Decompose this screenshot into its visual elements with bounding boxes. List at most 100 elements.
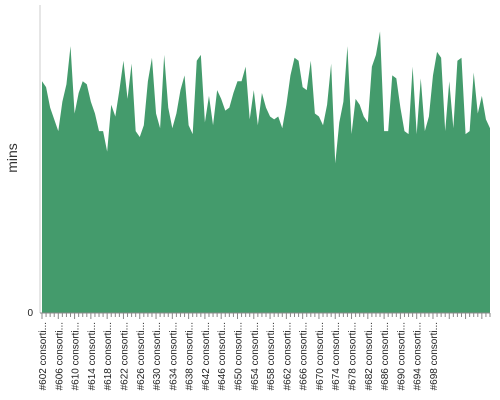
data-point (174, 112, 178, 116)
data-point (146, 79, 150, 83)
data-point (138, 135, 142, 139)
x-tick-label: #630 consorti... (152, 322, 163, 390)
data-point (126, 97, 130, 101)
x-tick-label: #610 consorti... (71, 322, 82, 390)
data-point (455, 59, 459, 63)
data-point (56, 129, 60, 133)
data-point (117, 88, 121, 92)
data-point (97, 129, 101, 133)
data-point (264, 106, 268, 110)
data-point (203, 120, 207, 124)
data-point (235, 79, 239, 83)
x-tick-label: #614 consorti... (87, 322, 98, 390)
data-point (366, 120, 370, 124)
data-point (268, 114, 272, 118)
data-point (142, 123, 146, 127)
data-point (183, 73, 187, 77)
x-tick-label: #694 consorti... (413, 322, 424, 390)
data-point (419, 76, 423, 80)
data-point (341, 100, 345, 104)
data-point (301, 85, 305, 89)
x-tick-label: #674 consorti... (331, 322, 342, 390)
data-point (134, 129, 138, 133)
data-point (443, 129, 447, 133)
x-tick-label: #638 consorti... (185, 322, 196, 390)
data-point (431, 73, 435, 77)
data-point (158, 126, 162, 130)
data-point (109, 103, 113, 107)
data-point (231, 91, 235, 95)
data-point (113, 114, 117, 118)
x-axis-ticks (41, 313, 491, 319)
y-axis-title: mins (4, 143, 20, 173)
data-point (333, 161, 337, 165)
x-tick-label: #686 consorti... (380, 322, 391, 390)
data-point (313, 112, 317, 116)
data-point (166, 106, 170, 110)
data-point (170, 126, 174, 130)
data-point (93, 112, 97, 116)
data-point (44, 85, 48, 89)
data-point (223, 109, 227, 113)
data-point (439, 56, 443, 60)
data-point (77, 91, 81, 95)
data-point (227, 106, 231, 110)
data-point (468, 129, 472, 133)
x-tick-label: #658 consorti... (266, 322, 277, 390)
data-point (40, 79, 44, 83)
data-point (215, 88, 219, 92)
area-series (40, 29, 490, 314)
data-point (337, 120, 341, 124)
data-point (484, 117, 488, 121)
data-point (386, 129, 390, 133)
data-point (89, 100, 93, 104)
data-point (272, 117, 276, 121)
data-point (199, 53, 203, 57)
x-tick-label: #626 consorti... (136, 322, 147, 390)
data-point (244, 65, 248, 69)
data-point (321, 123, 325, 127)
x-tick-label: #654 consorti... (250, 322, 261, 390)
data-point (459, 56, 463, 60)
data-point (293, 56, 297, 60)
data-point (435, 50, 439, 54)
data-point (354, 97, 358, 101)
data-point (48, 106, 52, 110)
x-tick-label: #650 consorti... (233, 322, 244, 390)
x-tick-label: #662 consorti... (282, 322, 293, 390)
data-point (374, 53, 378, 57)
data-point (150, 56, 154, 60)
data-point (362, 114, 366, 118)
data-point (195, 59, 199, 63)
data-point (423, 129, 427, 133)
data-point (345, 44, 349, 48)
data-point (476, 112, 480, 116)
data-point (411, 65, 415, 69)
data-point (472, 70, 476, 74)
x-tick-label: #646 consorti... (217, 322, 228, 390)
data-point (480, 94, 484, 98)
data-point (105, 150, 109, 154)
x-tick-label: #698 consorti... (429, 322, 440, 390)
data-point (260, 91, 264, 95)
x-tick-label: #670 consorti... (315, 322, 326, 390)
data-point (317, 114, 321, 118)
data-point (284, 103, 288, 107)
data-point (382, 129, 386, 133)
data-point (256, 123, 260, 127)
data-point (447, 79, 451, 83)
data-point (187, 123, 191, 127)
data-point (52, 117, 56, 121)
x-tick-label: #606 consorti... (54, 322, 65, 390)
data-point (329, 62, 333, 66)
data-point (101, 129, 105, 133)
data-point (378, 29, 382, 33)
data-point (297, 59, 301, 63)
data-point (64, 82, 68, 86)
data-point (178, 88, 182, 92)
x-tick-label: #634 consorti... (168, 322, 179, 390)
x-tick-label: #678 consorti... (348, 322, 359, 390)
data-point (288, 73, 292, 77)
data-point (219, 97, 223, 101)
